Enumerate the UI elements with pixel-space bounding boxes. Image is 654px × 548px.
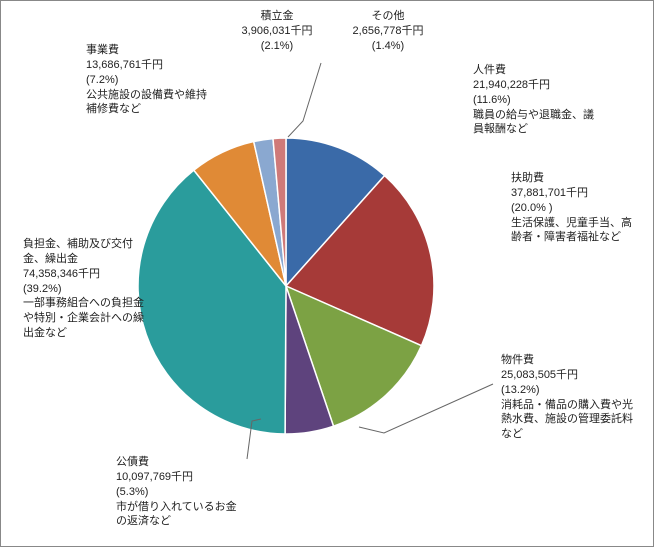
label-value: 25,083,505千円: [501, 368, 641, 383]
label-percent: (13.2%): [501, 383, 641, 398]
label-title: 事業費: [86, 43, 216, 58]
slice-label-goods: 物件費25,083,505千円(13.2%)消耗品・備品の購入費や光熱水費、施設…: [501, 353, 641, 442]
slice-label-reserve: 積立金3,906,031千円(2.1%): [227, 9, 327, 54]
slice-label-projects: 事業費13,686,761千円(7.2%)公共施設の設備費や維持補修費など: [86, 43, 216, 117]
label-value: 2,656,778千円: [333, 24, 443, 39]
label-desc: 公共施設の設備費や維持補修費など: [86, 88, 216, 118]
label-title: その他: [333, 9, 443, 24]
label-title: 積立金: [227, 9, 327, 24]
label-percent: (5.3%): [116, 485, 246, 500]
label-value: 21,940,228千円: [473, 78, 603, 93]
label-desc: 一部事務組合への負担金や特別・企業会計への繰出金など: [23, 296, 148, 341]
label-desc: 生活保護、児童手当、高齢者・障害者福祉など: [511, 216, 641, 246]
label-title: 公債費: [116, 455, 246, 470]
slice-label-personnel: 人件費21,940,228千円(11.6%)職員の給与や退職金、議員報酬など: [473, 63, 603, 137]
label-value: 3,906,031千円: [227, 24, 327, 39]
label-desc: 職員の給与や退職金、議員報酬など: [473, 108, 603, 138]
slice-label-other: その他2,656,778千円(1.4%): [333, 9, 443, 54]
label-value: 37,881,701千円: [511, 186, 641, 201]
label-title: 負担金、補助及び交付金、繰出金: [23, 237, 148, 267]
pie-chart-container: その他2,656,778千円(1.4%) 人件費21,940,228千円(11.6…: [0, 0, 654, 547]
slice-label-bonds: 公債費10,097,769千円(5.3%)市が借り入れているお金の返済など: [116, 455, 246, 529]
label-value: 10,097,769千円: [116, 470, 246, 485]
label-percent: (11.6%): [473, 93, 603, 108]
slice-label-contrib: 負担金、補助及び交付金、繰出金74,358,346千円(39.2%)一部事務組合…: [23, 237, 148, 341]
label-title: 扶助費: [511, 171, 641, 186]
label-percent: (1.4%): [333, 39, 443, 54]
label-percent: (39.2%): [23, 282, 148, 297]
slice-label-assistance: 扶助費37,881,701千円(20.0% )生活保護、児童手当、高齢者・障害者…: [511, 171, 641, 245]
label-value: 13,686,761千円: [86, 58, 216, 73]
label-title: 物件費: [501, 353, 641, 368]
label-desc: 市が借り入れているお金の返済など: [116, 500, 246, 530]
label-percent: (20.0% ): [511, 201, 641, 216]
label-percent: (2.1%): [227, 39, 327, 54]
label-desc: 消耗品・備品の購入費や光熱水費、施設の管理委託料など: [501, 398, 641, 443]
label-title: 人件費: [473, 63, 603, 78]
leader-line: [288, 63, 321, 137]
label-value: 74,358,346千円: [23, 267, 148, 282]
label-percent: (7.2%): [86, 73, 216, 88]
